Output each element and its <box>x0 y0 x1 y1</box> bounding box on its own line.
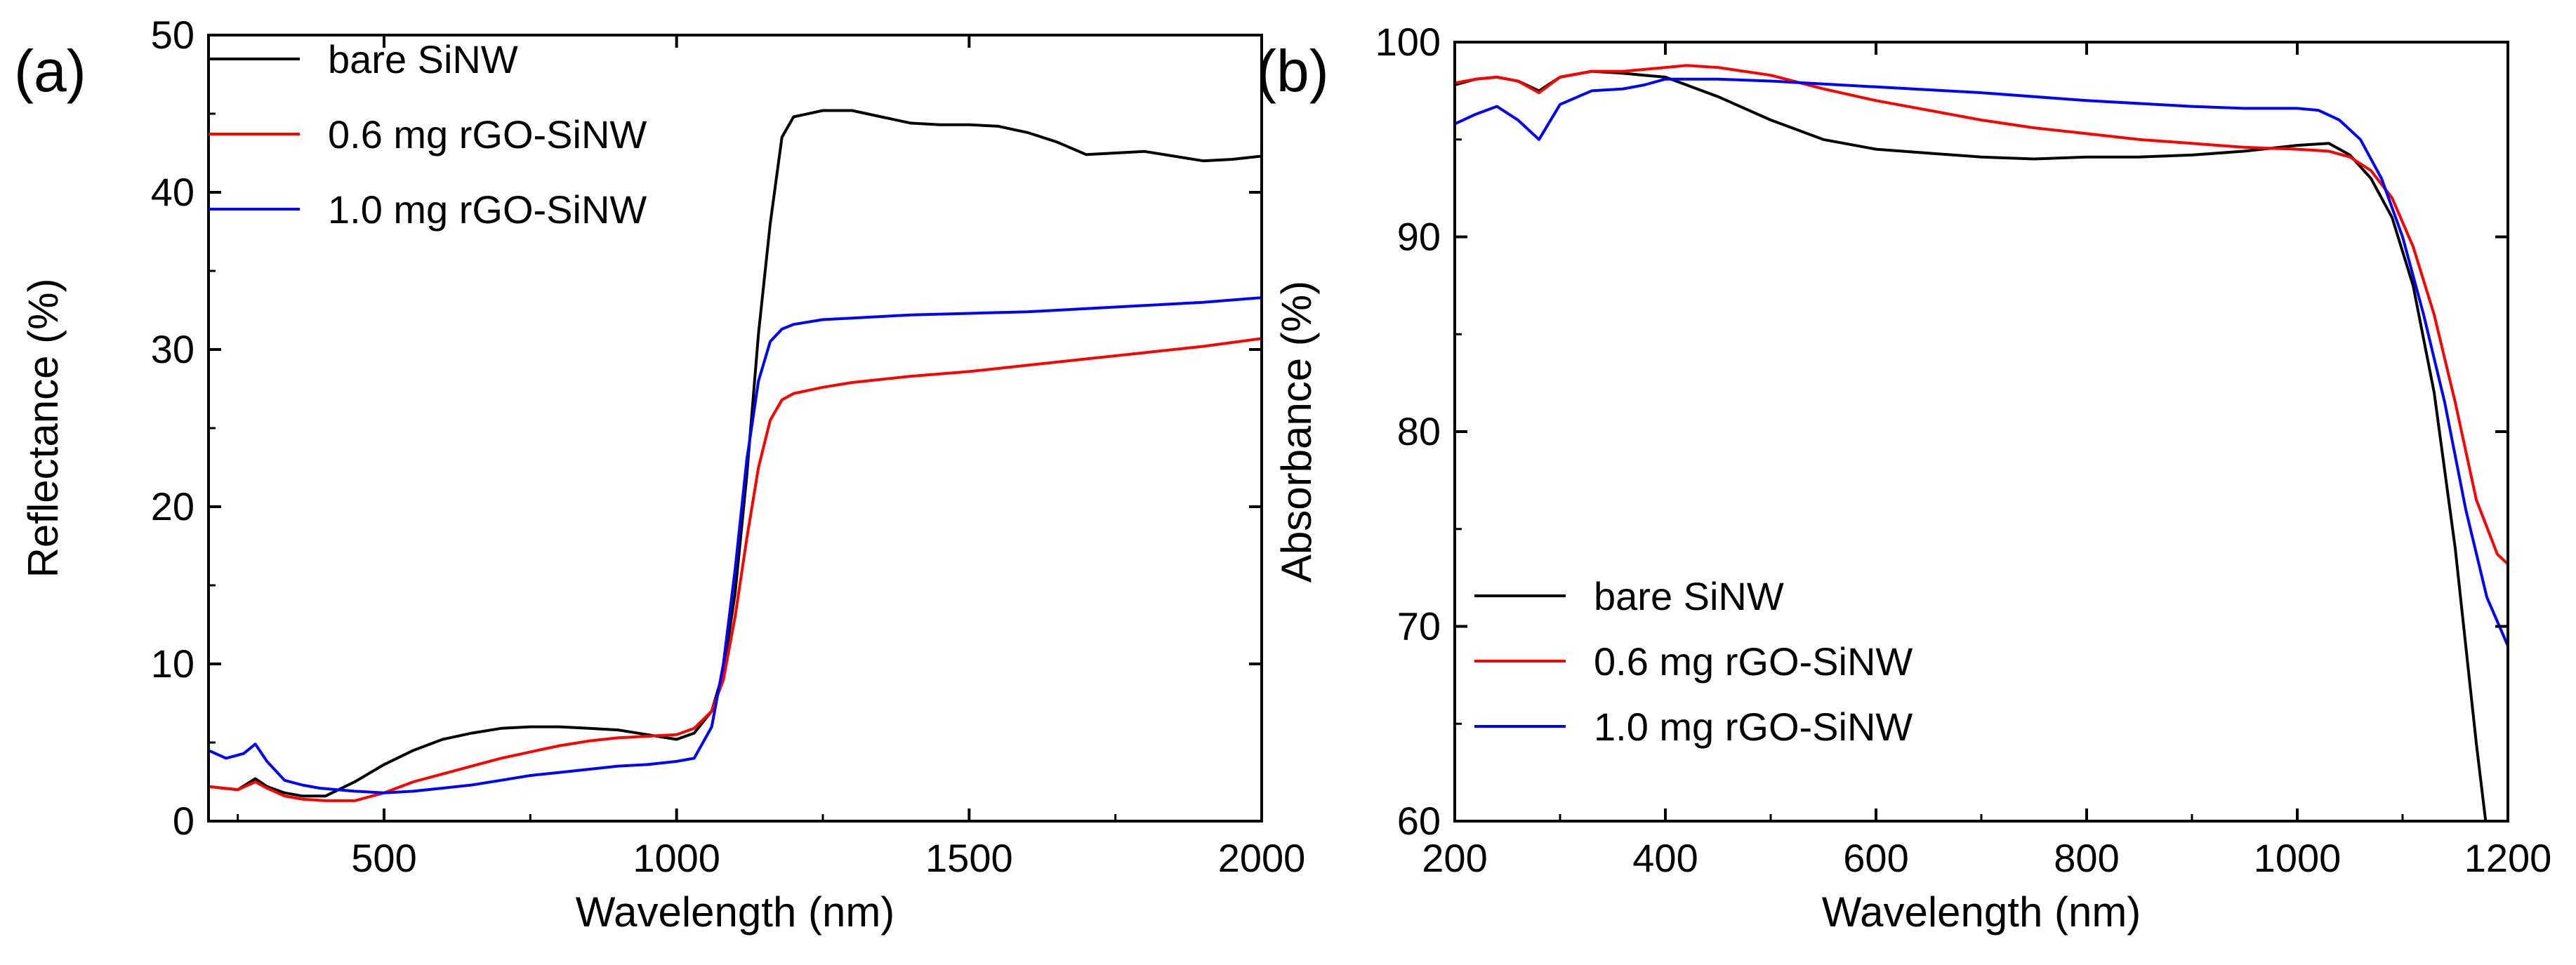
y-tick-label: 70 <box>1397 604 1441 648</box>
y-tick-label: 30 <box>151 327 194 371</box>
y-tick-label: 20 <box>151 484 194 528</box>
legend-label-3: 1.0 mg rGO-SiNW <box>328 187 647 232</box>
legend-label-2: 0.6 mg rGO-SiNW <box>1594 639 1913 684</box>
x-axis-title: Wavelength (nm) <box>1822 889 2141 936</box>
legend: bare SiNW 0.6 mg rGO-SiNW 1.0 mg rGO-SiNW <box>209 37 647 232</box>
series-line-1 <box>209 109 1262 798</box>
panel-a-reflectance-chart: 500 1000 1500 2000 0 10 20 30 40 50 Wavelength (nm… <box>14 13 1305 936</box>
series-lines <box>209 109 1262 802</box>
legend: bare SiNW 0.6 mg rGO-SiNW 1.0 mg rGO-SiNW <box>1474 574 1913 749</box>
y-tick-label: 50 <box>151 13 194 57</box>
series-line-3 <box>1455 77 2508 647</box>
panel-label: (b) <box>1257 38 1329 104</box>
legend-label-3: 1.0 mg rGO-SiNW <box>1594 705 1913 749</box>
x-tick-label: 800 <box>2054 836 2119 880</box>
panel-b-absorbance-chart: 200 400 600 800 1000 1200 60 70 80 90 100 Wavelengt… <box>1257 20 2551 936</box>
y-tick-label: 100 <box>1375 20 1441 64</box>
y-tick-label: 60 <box>1397 799 1441 843</box>
legend-label-1: bare SiNW <box>328 37 518 81</box>
x-tick-label: 500 <box>351 836 416 880</box>
series-line-2 <box>209 337 1262 802</box>
legend-label-1: bare SiNW <box>1594 574 1784 618</box>
legend-label-2: 0.6 mg rGO-SiNW <box>328 112 647 157</box>
x-tick-label: 200 <box>1422 836 1487 880</box>
series-lines <box>1455 64 2508 821</box>
y-tick-label: 0 <box>173 799 194 843</box>
series-line-2 <box>1455 64 2508 566</box>
y-tick-label: 90 <box>1397 215 1441 259</box>
y-axis-title: Absorbance (%) <box>1273 281 1320 583</box>
y-tick-label: 80 <box>1397 409 1441 453</box>
y-tick-label: 10 <box>151 641 194 686</box>
x-tick-label: 400 <box>1632 836 1698 880</box>
x-tick-label: 2000 <box>1218 836 1306 880</box>
x-tick-label: 1000 <box>633 836 720 880</box>
y-tick-label: 40 <box>151 170 194 214</box>
x-tick-label: 1500 <box>925 836 1013 880</box>
series-line-3 <box>209 296 1262 794</box>
y-axis-title: Reflectance (%) <box>20 279 67 578</box>
x-tick-label: 1000 <box>2254 836 2341 880</box>
x-tick-label: 1200 <box>2464 836 2552 880</box>
panel-label: (a) <box>14 38 86 104</box>
x-tick-label: 600 <box>1843 836 1908 880</box>
x-axis-title: Wavelength (nm) <box>576 889 895 936</box>
